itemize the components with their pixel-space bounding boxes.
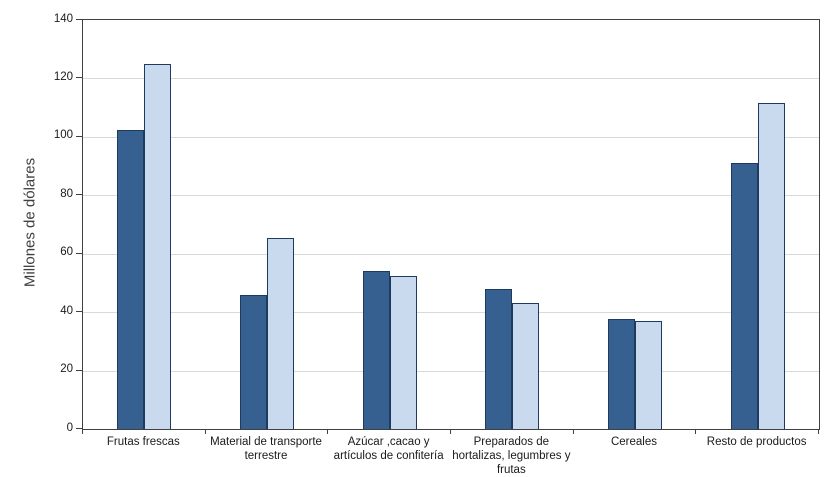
category-label-2: Azúcar ,cacao y artículos de confitería bbox=[333, 436, 444, 462]
xtick-mark-0 bbox=[82, 429, 83, 434]
category-label-0: Frutas frescas bbox=[106, 436, 180, 448]
gridline-40 bbox=[83, 312, 819, 314]
ytick-mark-140 bbox=[76, 19, 82, 20]
ytick-label-60: 60 bbox=[60, 246, 73, 259]
bar-light-0 bbox=[144, 64, 172, 429]
xtick-mark-6 bbox=[818, 429, 819, 434]
ytick-mark-80 bbox=[76, 194, 82, 196]
bar-light-2 bbox=[389, 276, 417, 429]
y-axis-title: Millones de dólares bbox=[21, 157, 39, 288]
category-label-5: Resto de productos bbox=[706, 436, 807, 448]
ytick-mark-100 bbox=[76, 135, 82, 137]
ytick-mark-20 bbox=[76, 369, 82, 371]
bar-dark-5 bbox=[730, 163, 758, 429]
plot-area bbox=[82, 19, 820, 430]
gridline-120 bbox=[83, 78, 819, 80]
bar-light-5 bbox=[757, 103, 785, 429]
ytick-mark-0 bbox=[76, 428, 82, 429]
bar-light-1 bbox=[267, 238, 294, 429]
ytick-label-120: 120 bbox=[53, 70, 73, 83]
bar-light-3 bbox=[512, 303, 540, 429]
ytick-label-100: 100 bbox=[53, 129, 73, 142]
category-label-1: Material de transporte terrestre bbox=[210, 436, 322, 462]
bar-dark-4 bbox=[608, 319, 635, 429]
xtick-mark-4 bbox=[572, 429, 574, 434]
ytick-mark-60 bbox=[76, 252, 82, 254]
gridline-60 bbox=[83, 253, 819, 255]
ytick-label-140: 140 bbox=[53, 12, 73, 25]
xtick-mark-3 bbox=[450, 429, 451, 434]
gridline-100 bbox=[83, 136, 819, 138]
category-label-3: Preparados de hortalizas, legumbres y fr… bbox=[452, 436, 571, 476]
ytick-mark-40 bbox=[76, 311, 82, 313]
bar-light-4 bbox=[635, 321, 662, 429]
xtick-mark-5 bbox=[695, 429, 697, 434]
xtick-mark-2 bbox=[327, 429, 329, 434]
ytick-label-0: 0 bbox=[66, 421, 73, 434]
ytick-label-80: 80 bbox=[60, 187, 73, 200]
bar-dark-3 bbox=[485, 289, 513, 429]
bar-dark-2 bbox=[362, 271, 390, 429]
gridline-20 bbox=[83, 370, 819, 372]
ytick-label-40: 40 bbox=[60, 304, 73, 317]
gridline-80 bbox=[83, 195, 819, 197]
bar-dark-0 bbox=[117, 130, 145, 429]
category-label-4: Cereales bbox=[610, 436, 658, 448]
ytick-label-20: 20 bbox=[60, 363, 73, 376]
ytick-mark-120 bbox=[76, 77, 82, 79]
xtick-mark-1 bbox=[204, 429, 206, 434]
bar-dark-1 bbox=[240, 295, 267, 429]
